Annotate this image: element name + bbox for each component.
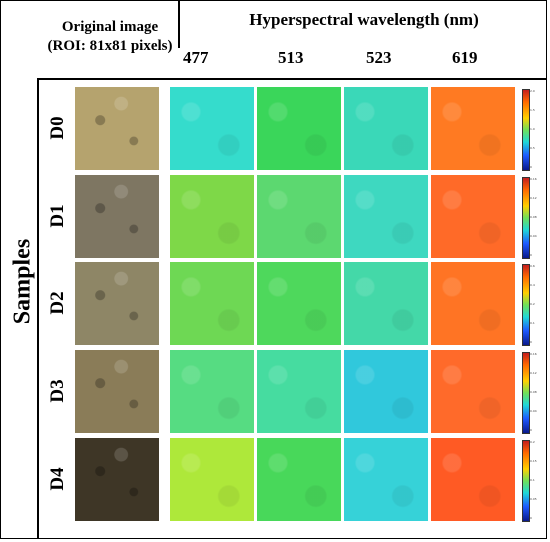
- spectral-image-d4-513: [257, 438, 341, 521]
- colorbar-tick-label: 0.08: [530, 215, 537, 219]
- original-photo-d3: [75, 350, 159, 433]
- spectral-image-d0-523: [344, 87, 428, 170]
- colorbar-tick-label: 0.04: [530, 409, 537, 413]
- colorbar-tick-label: 0.1: [530, 478, 535, 482]
- colorbar-tick-label: 0: [530, 340, 532, 344]
- spectral-image-d0-477: [170, 87, 254, 170]
- colorbar-tick-label: 0.15: [530, 459, 537, 463]
- colorbar-ticks-d1: 0.16 0.12 0.08 0.04 0: [530, 177, 544, 257]
- wavelength-label-523: 523: [366, 48, 392, 67]
- colorbar-tick-label: 2.0: [530, 89, 535, 93]
- sample-label-d4: D4: [47, 467, 68, 491]
- colorbar-d1: [522, 177, 530, 259]
- colorbar-tick-label: 0: [530, 428, 532, 432]
- original-photo-d4: [75, 438, 159, 521]
- spectral-image-d2-477: [170, 262, 254, 345]
- sample-label-d0: D0: [47, 116, 68, 140]
- spectral-image-d3-477: [170, 350, 254, 433]
- samples-axis-label: Samples: [9, 238, 36, 325]
- wavelength-label-477: 477: [183, 48, 209, 67]
- spectral-image-d2-619: [431, 262, 515, 345]
- roi-caption: (ROI: 81x81 pixels): [47, 38, 173, 54]
- sample-label-d3: D3: [47, 379, 68, 403]
- colorbar-tick-label: 0.5: [530, 146, 535, 150]
- spectral-image-d2-523: [344, 262, 428, 345]
- colorbar-d3: [522, 352, 530, 434]
- colorbar-tick-label: 0.4: [530, 283, 535, 287]
- colorbar-tick-label: 0.04: [530, 234, 537, 238]
- header-divider-vertical: [178, 0, 180, 48]
- colorbar-tick-label: 0: [530, 516, 532, 520]
- spectral-image-d3-619: [431, 350, 515, 433]
- colorbar-tick-label: 0: [530, 253, 532, 257]
- colorbar-tick-label: 0.08: [530, 390, 537, 394]
- spectral-image-d4-477: [170, 438, 254, 521]
- original-photo-d2: [75, 262, 159, 345]
- original-photo-d0: [75, 87, 159, 170]
- spectral-image-d4-619: [431, 438, 515, 521]
- colorbar-tick-label: 0.16: [530, 177, 537, 181]
- spectral-image-d1-513: [257, 175, 341, 258]
- spectral-image-d3-513: [257, 350, 341, 433]
- spectral-image-d2-513: [257, 262, 341, 345]
- colorbar-ticks-d3: 0.16 0.12 0.08 0.04 0: [530, 352, 544, 432]
- colorbar-tick-label: 1.5: [530, 108, 535, 112]
- colorbar-tick-label: 0: [530, 165, 532, 169]
- colorbar-d4: [522, 440, 530, 522]
- spectral-image-d0-619: [431, 87, 515, 170]
- colorbar-ticks-d4: 0.2 0.15 0.1 0.05 0: [530, 440, 544, 520]
- original-photo-d1: [75, 175, 159, 258]
- colorbar-tick-label: 0.12: [530, 371, 537, 375]
- wavelength-label-513: 513: [278, 48, 304, 67]
- left-column-divider: [37, 78, 39, 539]
- spectral-image-d4-523: [344, 438, 428, 521]
- sample-label-d1: D1: [47, 204, 68, 228]
- spectral-image-d1-477: [170, 175, 254, 258]
- spectral-image-d0-513: [257, 87, 341, 170]
- original-image-title: Original image: [61, 19, 159, 35]
- colorbar-d0: [522, 89, 530, 171]
- colorbar-tick-label: 0.16: [530, 352, 537, 356]
- colorbar-ticks-d0: 2.0 1.5 1.0 0.5 0: [530, 89, 544, 169]
- colorbar-tick-label: 0.6: [530, 264, 535, 268]
- colorbar-tick-label: 0.2: [530, 440, 535, 444]
- sample-label-d2: D2: [47, 291, 68, 315]
- spectral-image-d1-619: [431, 175, 515, 258]
- colorbar-tick-label: 0.05: [530, 497, 537, 501]
- colorbar-tick-label: 0.2: [530, 302, 535, 306]
- colorbar-d2: [522, 264, 530, 346]
- colorbar-tick-label: 0.12: [530, 196, 537, 200]
- wavelength-title: Hyperspectral wavelength (nm): [249, 10, 479, 29]
- colorbar-ticks-d2: 0.6 0.4 0.2 0.1 0: [530, 264, 544, 344]
- original-image-header: Original image (ROI: 81x81 pixels): [40, 18, 180, 56]
- colorbar-tick-label: 1.0: [530, 127, 535, 131]
- spectral-image-d1-523: [344, 175, 428, 258]
- header-divider-horizontal: [37, 78, 547, 80]
- colorbar-tick-label: 0.1: [530, 321, 535, 325]
- spectral-image-d3-523: [344, 350, 428, 433]
- wavelength-label-619: 619: [452, 48, 478, 67]
